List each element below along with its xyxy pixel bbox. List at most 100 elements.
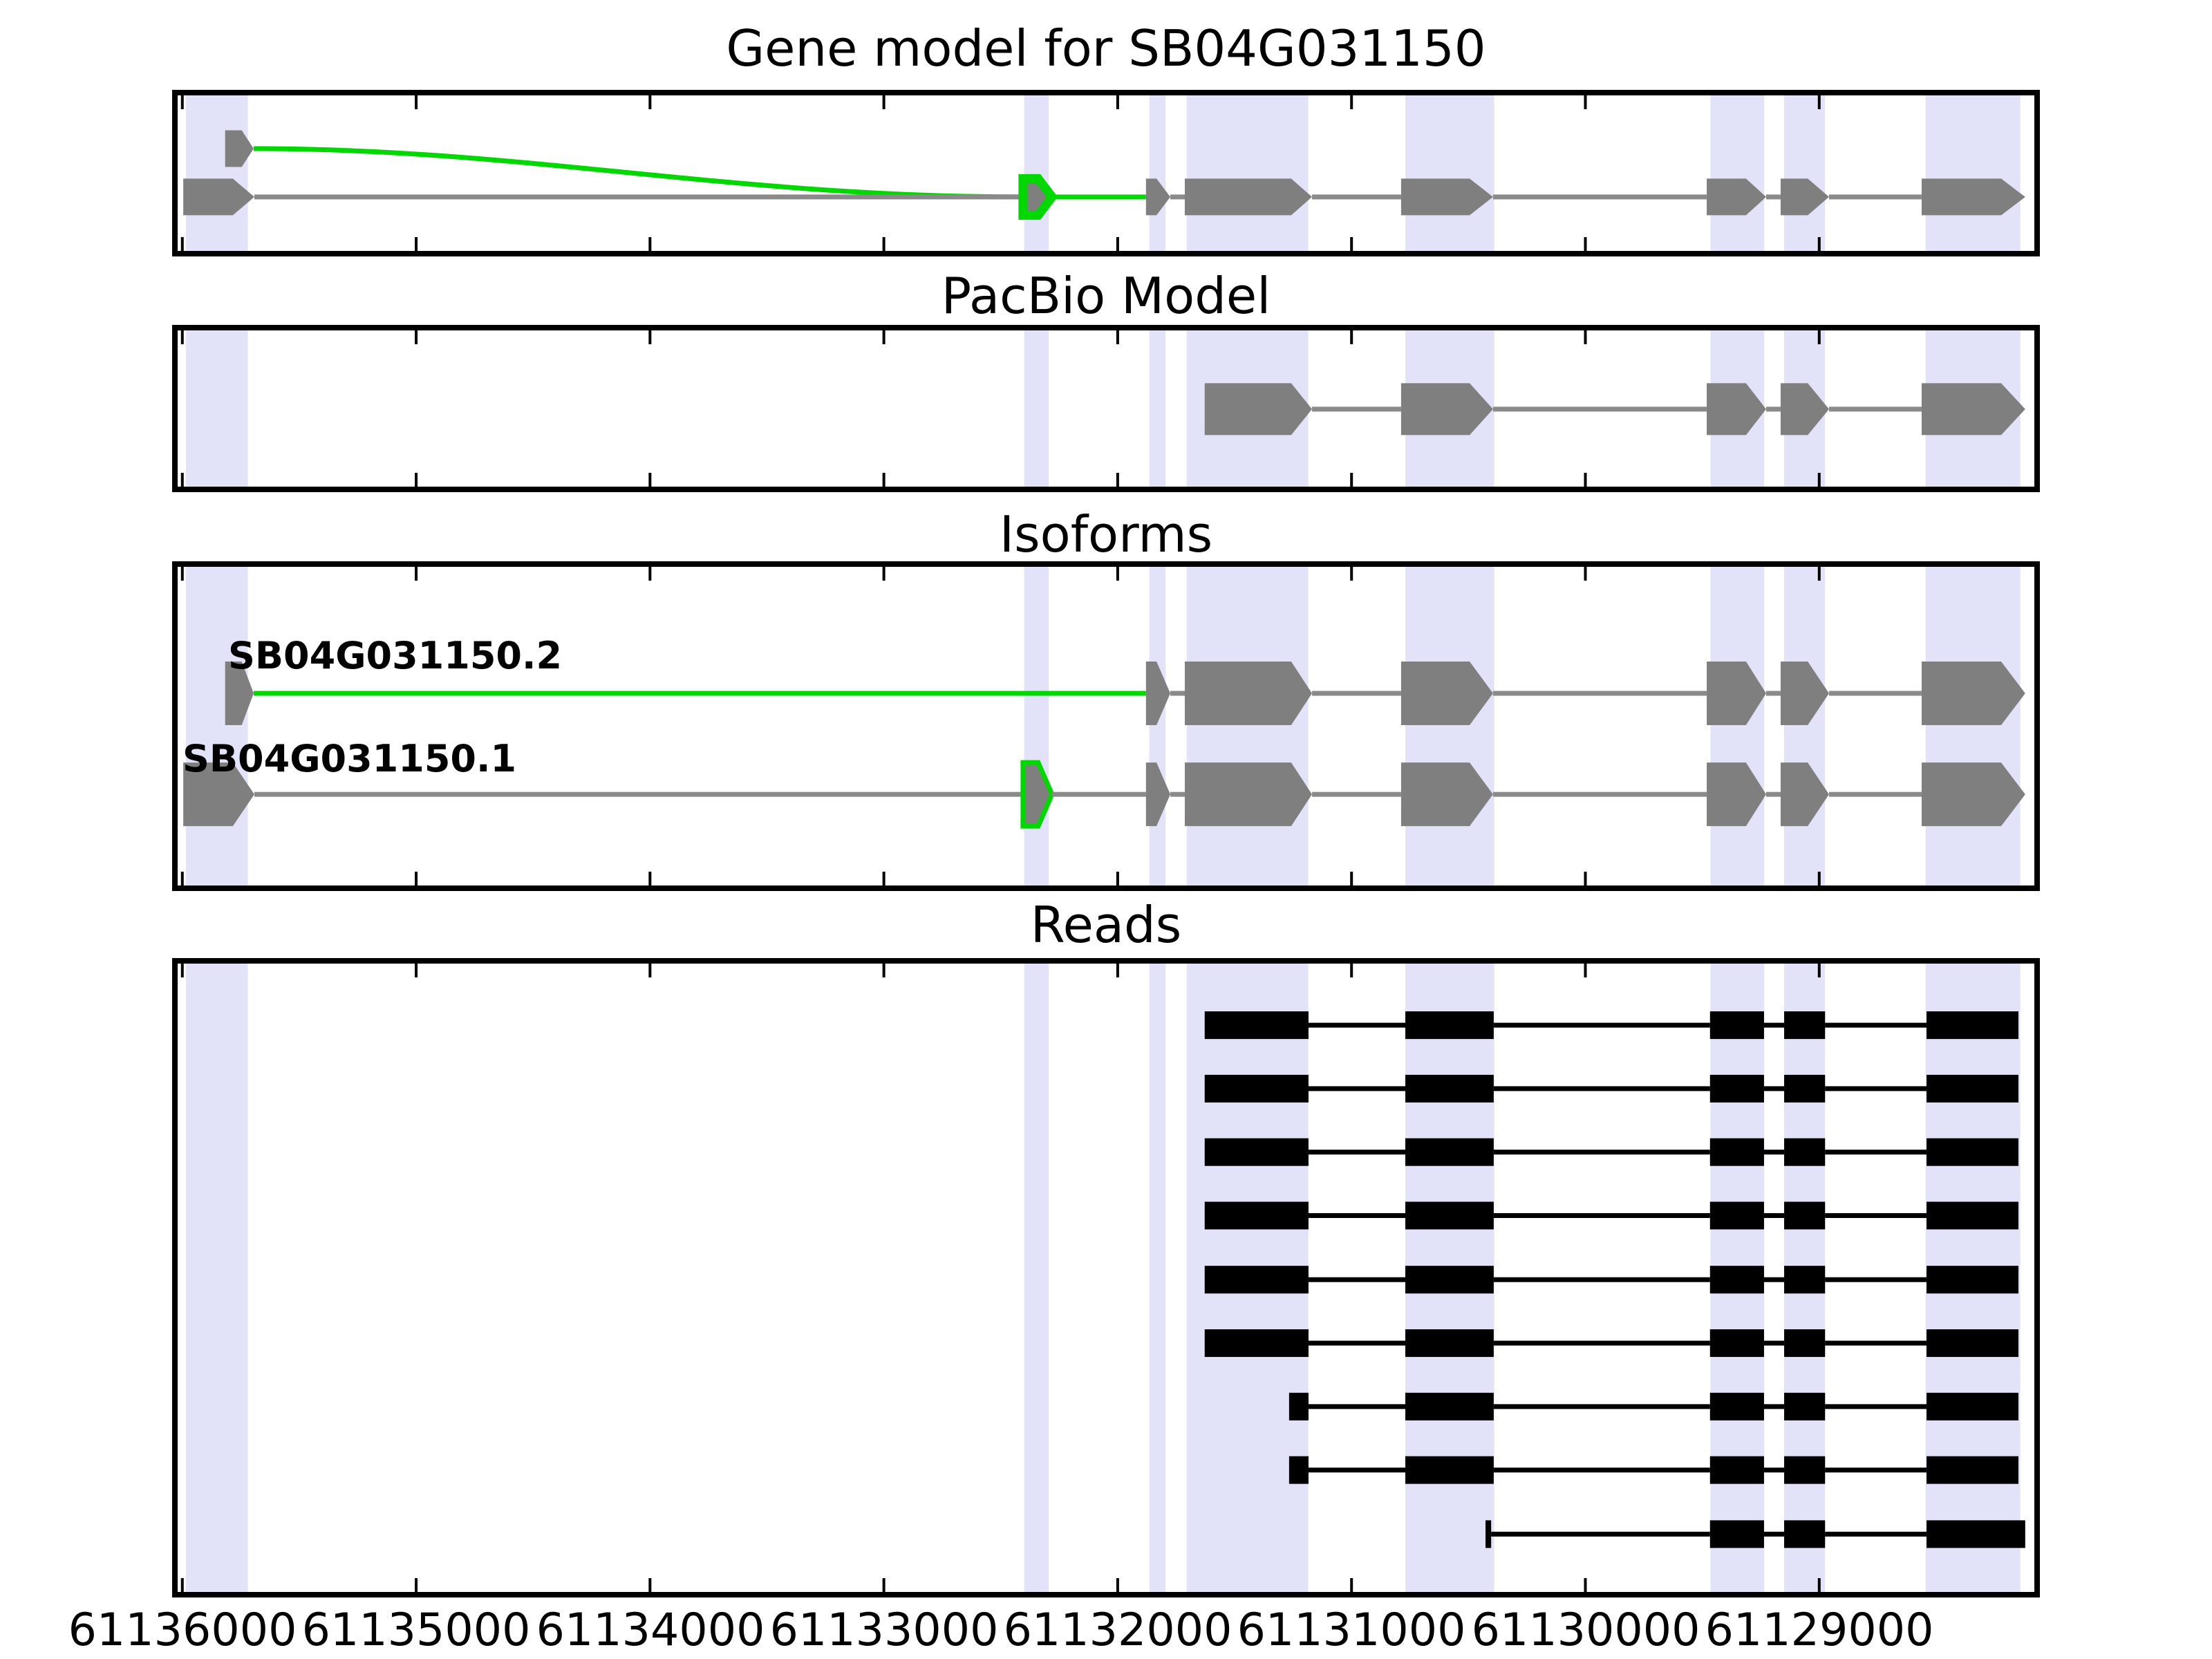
exon-E1b <box>225 662 254 726</box>
read-exon-block <box>1709 1266 1764 1294</box>
axis-tick <box>1817 237 1821 251</box>
axis-tick <box>1350 473 1353 487</box>
axis-tick <box>1116 95 1119 109</box>
read-exon-block <box>1927 1329 2018 1358</box>
read-exon-block <box>1784 1011 1826 1040</box>
read-exon-block <box>1927 1074 2018 1103</box>
axis-tick <box>1817 567 1821 581</box>
axis-tick <box>415 567 418 581</box>
axis-tick <box>180 95 184 109</box>
read-exon-block <box>1405 1138 1494 1166</box>
axis-tick <box>180 473 184 487</box>
intron-line <box>1308 1022 1406 1028</box>
axis-tick <box>648 567 652 581</box>
highlight-band <box>1024 567 1049 885</box>
axis-tick <box>882 964 885 977</box>
intron-line <box>1308 1150 1406 1155</box>
read-exon-block <box>1288 1392 1309 1421</box>
intron-line <box>1492 691 1707 696</box>
read-exon-block <box>1204 1138 1309 1166</box>
read-exon-block <box>1405 1011 1494 1040</box>
isoform-label-SB04G031150.1: SB04G031150.1 <box>182 737 517 780</box>
axis-tick <box>1350 330 1353 344</box>
intron-line <box>1493 1150 1710 1155</box>
axis-tick <box>1584 95 1587 109</box>
reads-panel <box>172 958 2040 1597</box>
read-exon-block <box>1927 1456 2018 1484</box>
intron-line <box>1493 1086 1710 1091</box>
read-exon-block <box>1927 1392 2018 1421</box>
read-exon-block <box>1405 1456 1494 1484</box>
intron-line <box>1308 1340 1406 1346</box>
axis-tick <box>882 95 885 109</box>
highlight-band <box>1149 567 1166 885</box>
intron-line <box>1051 194 1146 200</box>
intron-line <box>1825 1150 1927 1155</box>
gene-model-title: Gene model for SB04G031150 <box>726 19 1486 77</box>
x-tick-label: 61135000 <box>301 1604 531 1656</box>
axis-tick <box>180 964 184 977</box>
intron-line <box>1170 194 1185 200</box>
exon-E5 <box>1707 178 1766 216</box>
exon-Eg <box>1020 760 1055 829</box>
axis-tick <box>1817 95 1821 109</box>
axis-tick <box>415 872 418 885</box>
axis-tick <box>648 330 652 344</box>
intron-line <box>1825 1022 1927 1028</box>
exon-E2 <box>1145 762 1171 827</box>
intron-line <box>254 791 1023 797</box>
intron-line <box>1308 1213 1406 1219</box>
highlight-band <box>1925 95 2021 251</box>
exon-E3 <box>1185 178 1313 216</box>
reads-canvas <box>180 964 2025 1592</box>
intron-line <box>1825 1531 1927 1537</box>
axis-tick <box>1817 473 1821 487</box>
highlight-band <box>1149 330 1166 487</box>
axis-tick <box>415 95 418 109</box>
highlight-band <box>1405 95 1494 251</box>
read-exon-block <box>1405 1266 1494 1294</box>
read-exon-block <box>1784 1201 1826 1230</box>
intron-line <box>1493 1022 1710 1028</box>
exon-E2 <box>1145 662 1171 726</box>
intron-line <box>1763 1468 1785 1473</box>
axis-tick <box>882 473 885 487</box>
highlight-band <box>1186 95 1309 251</box>
axis-tick <box>648 95 652 109</box>
intron-line <box>1763 1340 1785 1346</box>
axis-tick <box>1350 964 1353 977</box>
axis-tick <box>1817 964 1821 977</box>
exon-E6 <box>1780 762 1829 827</box>
read-exon-block <box>1485 1520 1492 1548</box>
exon-E5 <box>1707 383 1766 435</box>
intron-line <box>1765 791 1781 797</box>
exon-E4 <box>1400 662 1493 726</box>
read-exon-block <box>1709 1138 1764 1166</box>
axis-tick <box>180 237 184 251</box>
read-exon-block <box>1927 1520 2025 1548</box>
exon-E3 <box>1185 662 1313 726</box>
read-exon-block <box>1927 1138 2018 1166</box>
isoform-label-SB04G031150.2: SB04G031150.2 <box>228 634 563 677</box>
intron-line <box>1825 1468 1927 1473</box>
intron-line <box>1170 691 1185 696</box>
axis-tick <box>1584 1578 1587 1592</box>
axis-tick <box>1817 330 1821 344</box>
read-exon-block <box>1204 1011 1309 1040</box>
exon-E4 <box>1400 383 1493 435</box>
read-exon-block <box>1709 1520 1764 1548</box>
intron-line <box>1828 194 1922 200</box>
intron-line <box>1825 1340 1927 1346</box>
axis-tick <box>415 473 418 487</box>
intron-line <box>1308 1404 1406 1409</box>
axis-tick <box>1817 872 1821 885</box>
pacbio-canvas <box>180 330 2025 487</box>
axis-tick <box>1350 95 1353 109</box>
exon-E5 <box>1707 662 1766 726</box>
highlight-band <box>185 330 248 487</box>
splice-curve <box>253 146 1023 200</box>
exon-E7 <box>1921 383 2025 435</box>
intron-line <box>1493 1340 1710 1346</box>
read-exon-block <box>1405 1392 1494 1421</box>
reads-title: Reads <box>1030 896 1182 954</box>
